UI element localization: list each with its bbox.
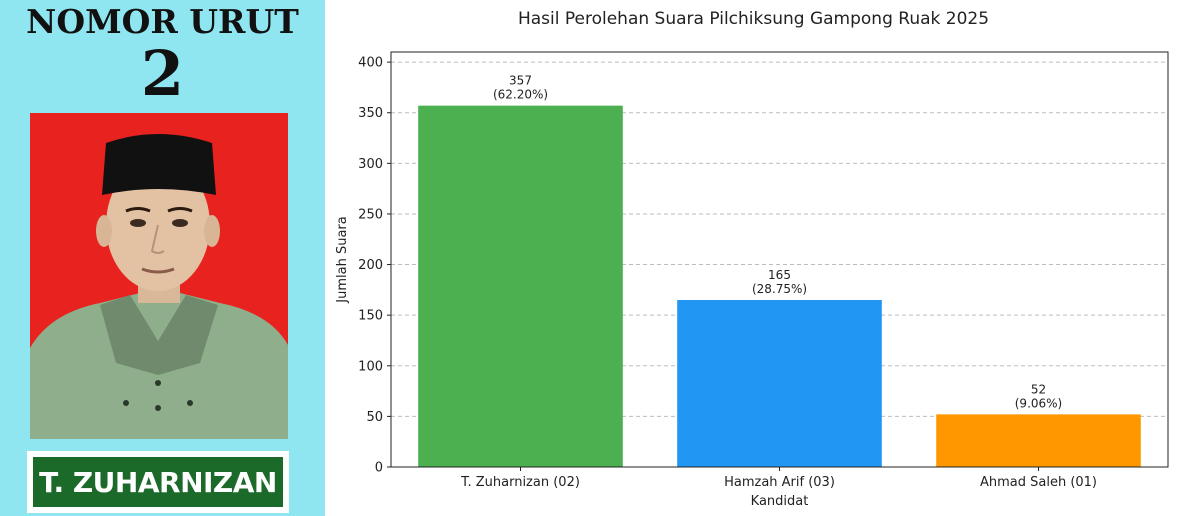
y-axis-ticks: 0 50 100 150 200 250 300 350 400	[358, 56, 391, 476]
data-label-percent: (28.75%)	[752, 282, 807, 296]
bar	[936, 414, 1141, 467]
x-tick-label: T. Zuharnizan (02)	[460, 475, 580, 490]
data-labels: 357(62.20%) 165(28.75%) 52(9.06%)	[493, 74, 1062, 411]
data-label-percent: (9.06%)	[1015, 396, 1062, 410]
y-tick-label: 350	[358, 106, 383, 121]
candidate-poster: NOMOR URUT 2	[0, 0, 325, 516]
data-label-value: 165	[768, 268, 791, 282]
chart-title: Hasil Perolehan Suara Pilchiksung Gampon…	[517, 9, 990, 29]
poster-number: 2	[140, 37, 185, 110]
candidate-portrait-illustration	[30, 113, 288, 439]
bar	[418, 105, 623, 468]
candidate-name-banner: T. ZUHARNIZAN	[27, 451, 289, 513]
y-tick-label: 250	[358, 207, 383, 222]
y-tick-label: 50	[366, 410, 383, 425]
x-tick-label: Ahmad Saleh (01)	[980, 475, 1097, 490]
y-tick-label: 0	[375, 461, 383, 476]
bar	[677, 299, 882, 467]
y-tick-label: 400	[358, 56, 383, 71]
data-label-value: 52	[1031, 382, 1046, 396]
candidate-photo	[30, 113, 288, 439]
y-tick-label: 200	[358, 258, 383, 273]
data-label-value: 357	[509, 74, 532, 88]
x-axis-ticks: T. Zuharnizan (02) Hamzah Arif (03) Ahmad …	[460, 467, 1097, 490]
bars	[418, 105, 1141, 468]
data-label-percent: (62.20%)	[493, 88, 548, 102]
candidate-name: T. ZUHARNIZAN	[33, 457, 283, 507]
y-axis-label: Jumlah Suara	[335, 216, 350, 303]
y-tick-label: 300	[358, 157, 383, 172]
y-tick-label: 150	[358, 309, 383, 324]
x-tick-label: Hamzah Arif (03)	[724, 475, 835, 490]
x-axis-label: Kandidat	[751, 494, 809, 509]
poster-heading: NOMOR URUT	[26, 2, 299, 41]
y-tick-label: 100	[358, 359, 383, 374]
